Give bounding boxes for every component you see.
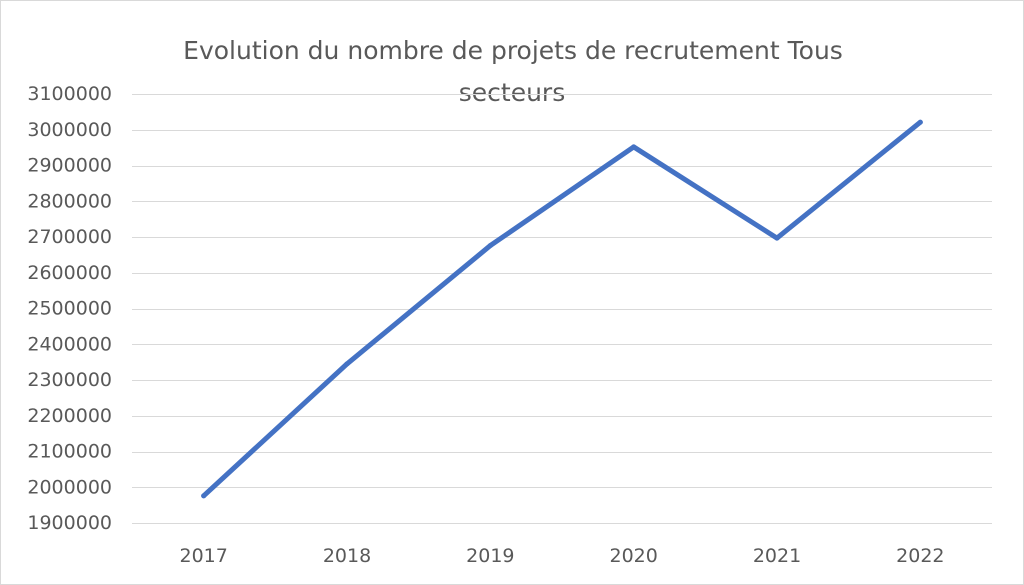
y-tick-label: 2300000 xyxy=(27,369,112,391)
x-tick-label: 2020 xyxy=(609,545,657,567)
y-tick-label: 2500000 xyxy=(27,298,112,320)
y-axis-tick-labels: 1900000 2000000 2100000 2200000 2300000 24000… xyxy=(27,83,112,534)
x-tick-label: 2018 xyxy=(323,545,371,567)
y-tick-label: 2000000 xyxy=(27,476,112,498)
data-point-2018 xyxy=(344,361,350,367)
x-axis-tick-labels: 2017 2018 2019 2020 2021 2022 xyxy=(179,545,944,567)
y-tick-label: 3100000 xyxy=(27,83,112,105)
y-tick-label: 2700000 xyxy=(27,226,112,248)
y-tick-label: 2400000 xyxy=(27,333,112,355)
x-tick-label: 2019 xyxy=(466,545,514,567)
y-tick-label: 2800000 xyxy=(27,190,112,212)
y-tick-label: 3000000 xyxy=(27,119,112,141)
y-tick-label: 2900000 xyxy=(27,155,112,177)
gridlines xyxy=(132,94,992,524)
x-tick-label: 2017 xyxy=(179,545,227,567)
y-tick-label: 1900000 xyxy=(27,512,112,534)
x-tick-label: 2022 xyxy=(896,545,944,567)
data-point-2022 xyxy=(917,119,923,125)
y-tick-label: 2600000 xyxy=(27,262,112,284)
series-layer xyxy=(201,119,923,499)
y-tick-label: 2200000 xyxy=(27,405,112,427)
data-point-2019 xyxy=(487,243,493,249)
data-point-2020 xyxy=(631,144,637,150)
data-point-2021 xyxy=(774,235,780,241)
x-tick-label: 2021 xyxy=(753,545,801,567)
series-line-0 xyxy=(201,119,923,499)
data-point-2017 xyxy=(201,493,207,499)
y-tick-label: 2100000 xyxy=(27,441,112,463)
